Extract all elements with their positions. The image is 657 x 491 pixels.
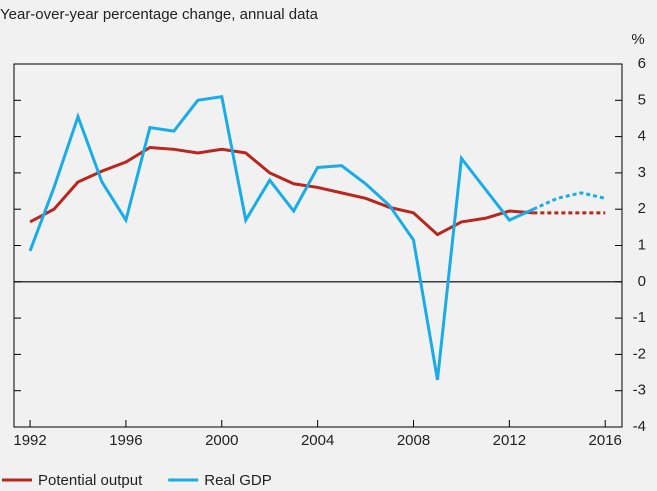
y-tick-label: -4 [633, 418, 646, 435]
x-tick-label: 1996 [109, 432, 142, 449]
y-tick-label: -2 [633, 345, 646, 362]
x-tick-label: 2008 [397, 432, 430, 449]
legend-label: Real GDP [204, 472, 272, 489]
series-line [28, 94, 534, 381]
y-tick-label: 4 [638, 128, 646, 145]
y-tick-label: 1 [638, 236, 646, 253]
y-tick-label: 0 [638, 273, 646, 290]
series-line-dashed [532, 191, 606, 211]
x-tick-label: 2012 [493, 432, 526, 449]
chart-title: Year-over-year percentage change, annual… [0, 6, 319, 23]
y-axis-label: % [631, 31, 644, 48]
y-tick-label: 5 [638, 91, 646, 108]
y-tick-label: 2 [638, 200, 646, 217]
legend-label: Potential output [38, 472, 143, 489]
x-tick-label: 1992 [13, 432, 46, 449]
y-tick-label: 3 [638, 164, 646, 181]
plot-frame [13, 63, 623, 428]
y-tick-label: 6 [638, 55, 646, 72]
x-tick-label: 2016 [589, 432, 622, 449]
x-tick-label: 2000 [205, 432, 238, 449]
x-tick-label: 2004 [301, 432, 334, 449]
y-tick-label: -3 [633, 382, 646, 399]
y-tick-label: -1 [633, 309, 646, 326]
series-line [29, 145, 534, 237]
